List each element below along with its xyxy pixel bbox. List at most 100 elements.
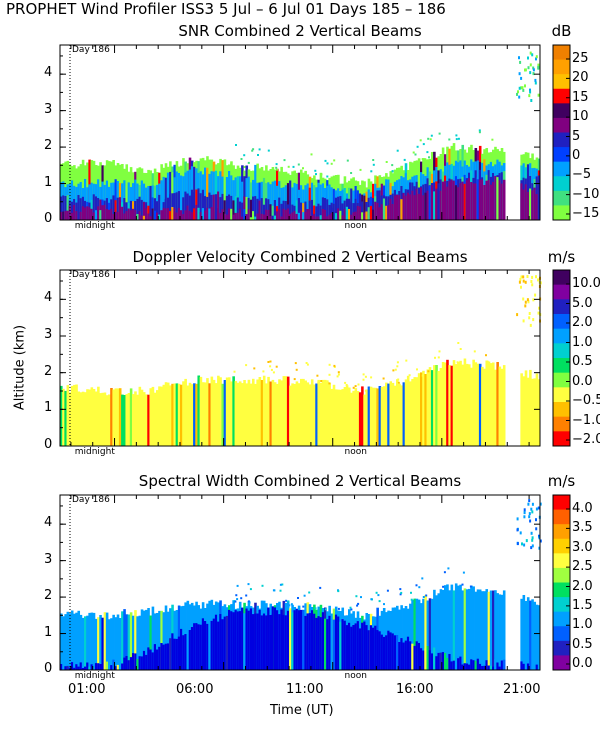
heatmap-cell xyxy=(391,170,394,173)
heatmap-cell xyxy=(518,95,521,99)
heatmap-cell xyxy=(88,666,91,670)
heatmap-cell xyxy=(315,206,318,220)
heatmap-cell xyxy=(156,390,159,446)
heatmap-cell xyxy=(332,619,336,670)
heatmap-cell xyxy=(88,184,91,220)
heatmap-cell xyxy=(142,215,146,220)
heatmap-cell xyxy=(195,623,198,670)
heatmap-cell xyxy=(461,590,465,670)
heatmap-cell xyxy=(235,594,238,597)
heatmap-cell xyxy=(530,99,533,102)
colorbar-tick-label: 1.0 xyxy=(572,334,593,350)
heatmap-cell xyxy=(297,383,301,446)
x-tick-label: 21:00 xyxy=(503,682,541,697)
heatmap-cell xyxy=(459,584,462,670)
heatmap-cell xyxy=(287,165,290,168)
heatmap-cell xyxy=(66,385,70,446)
heatmap-cell xyxy=(400,591,403,594)
heatmap-cell xyxy=(279,583,282,586)
heatmap-cell xyxy=(328,615,331,670)
heatmap-cell xyxy=(437,356,440,359)
heatmap-cell xyxy=(208,192,211,220)
heatmap-cell xyxy=(256,213,259,220)
heatmap-cell xyxy=(278,209,281,220)
heatmap-cell xyxy=(160,180,163,220)
heatmap-cell xyxy=(64,390,67,446)
colorbar-tick-label: 4.0 xyxy=(572,501,593,516)
heatmap-cell xyxy=(356,205,360,220)
heatmap-cell xyxy=(256,198,259,220)
heatmap-cell xyxy=(413,598,417,670)
heatmap-cell xyxy=(405,359,408,362)
heatmap-cell xyxy=(531,599,534,670)
heatmap-cell xyxy=(132,394,135,446)
heatmap-cell xyxy=(101,617,105,670)
heatmap-cell xyxy=(520,373,523,446)
heatmap-cell xyxy=(186,385,190,446)
heatmap-cell xyxy=(522,88,525,92)
heatmap-cell xyxy=(520,661,523,670)
heatmap-cell xyxy=(151,208,155,220)
heatmap-cell xyxy=(217,208,220,220)
heatmap-cell xyxy=(295,608,299,670)
heatmap-cell xyxy=(413,645,417,670)
heatmap-cell xyxy=(531,283,534,287)
heatmap-cell xyxy=(463,358,467,446)
heatmap-cell xyxy=(269,216,273,220)
heatmap-cell xyxy=(223,200,227,220)
heatmap-cell xyxy=(147,608,150,670)
heatmap-cell xyxy=(463,183,467,220)
heatmap-cell xyxy=(236,584,239,587)
heatmap-cell xyxy=(334,614,338,670)
heatmap-cell xyxy=(437,593,441,670)
heatmap-cell xyxy=(129,210,133,220)
heatmap-cell xyxy=(538,306,541,310)
heatmap-cell xyxy=(228,377,231,446)
heatmap-cell xyxy=(284,209,288,220)
colorbar-tick-label: 25 xyxy=(572,51,589,66)
heatmap-cell xyxy=(302,167,304,170)
heatmap-cell xyxy=(252,378,255,446)
colorbar-unit-1: m/s xyxy=(547,248,576,266)
heatmap-cell xyxy=(166,643,170,670)
heatmap-cell xyxy=(105,612,109,670)
heatmap-cell xyxy=(478,129,481,132)
heatmap-cell xyxy=(400,605,403,670)
heatmap-cell xyxy=(358,392,362,446)
heatmap-cell xyxy=(457,585,460,670)
heatmap-cell xyxy=(328,204,331,220)
heatmap-cell xyxy=(404,195,408,220)
heatmap-cell xyxy=(430,653,434,670)
heatmap-cell xyxy=(354,385,357,388)
heatmap-cell xyxy=(535,55,538,59)
day-marker-label: Day 186 xyxy=(72,495,110,505)
heatmap-cell xyxy=(114,666,118,670)
heatmap-cell xyxy=(409,381,412,446)
heatmap-cell xyxy=(319,215,323,220)
heatmap-cell xyxy=(415,377,419,446)
heatmap-cell xyxy=(160,386,163,446)
heatmap-cell xyxy=(531,544,534,548)
heatmap-cell xyxy=(241,607,244,670)
heatmap-cell xyxy=(516,92,518,96)
heatmap-cell xyxy=(132,615,135,670)
heatmap-cell xyxy=(197,188,201,220)
heatmap-cell xyxy=(485,360,489,446)
heatmap-cell xyxy=(236,197,240,220)
heatmap-cell xyxy=(527,502,530,506)
heatmap-cell xyxy=(357,383,360,386)
heatmap-cell xyxy=(206,167,209,220)
heatmap-cell xyxy=(310,153,313,156)
heatmap-cell xyxy=(60,664,63,670)
heatmap-cell xyxy=(73,384,76,446)
heatmap-cell xyxy=(240,158,243,160)
heatmap-cell xyxy=(212,207,216,220)
heatmap-cell xyxy=(225,195,229,220)
heatmap-cell xyxy=(149,649,153,670)
colorbar-tick-label: 0.0 xyxy=(572,656,593,671)
heatmap-cell xyxy=(302,605,305,608)
heatmap-cell xyxy=(343,387,347,446)
heatmap-cell xyxy=(422,143,425,146)
heatmap-cell xyxy=(232,376,235,446)
heatmap-cell xyxy=(62,211,65,220)
